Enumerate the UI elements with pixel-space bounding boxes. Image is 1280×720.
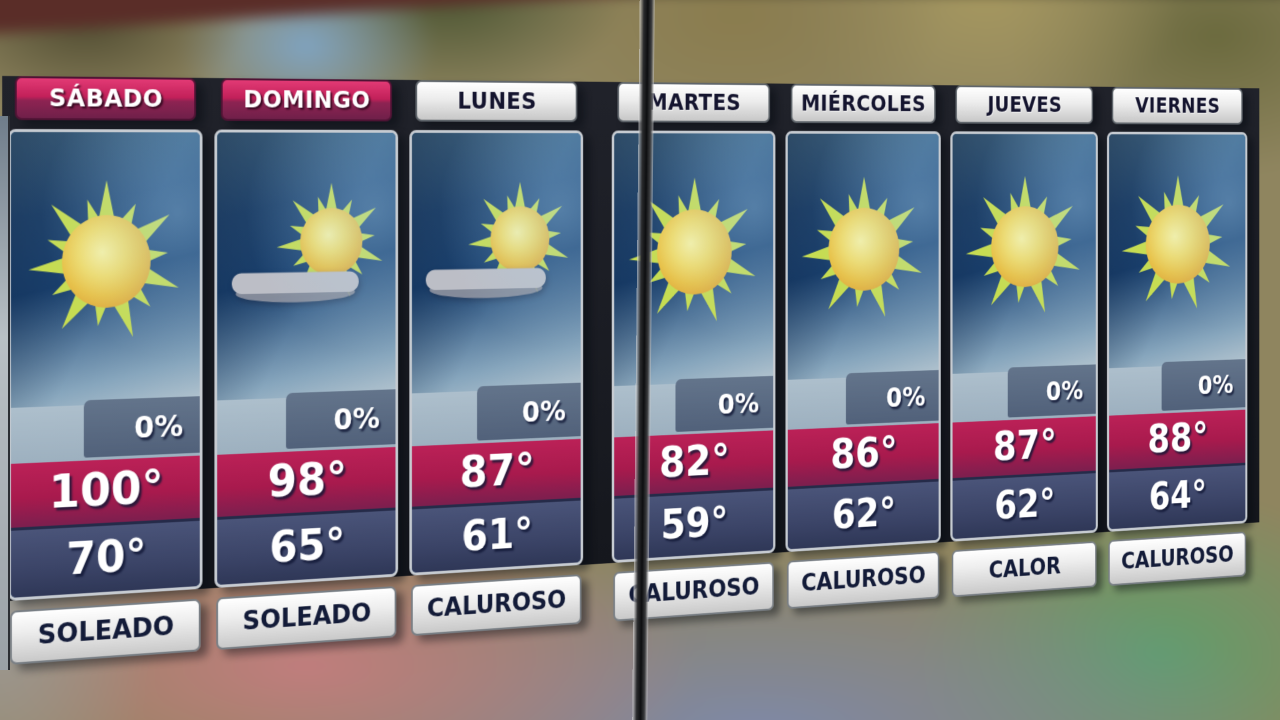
low-temp: 61°: [411, 497, 581, 573]
precip-value: 0%: [134, 408, 184, 446]
video-wall-left-edge: [0, 116, 10, 670]
high-temp: 88°: [1109, 409, 1246, 470]
day-tab: MIÉRCOLES: [790, 83, 936, 124]
day-tab: SÁBADO: [14, 76, 197, 121]
precip-row: 0%: [411, 382, 581, 447]
sun-icon: [1117, 175, 1237, 324]
forecast-card: 0% 98° 65°: [214, 129, 399, 589]
sky-panel: [10, 132, 200, 408]
precip-row: 0%: [952, 364, 1096, 423]
precip-row: 0%: [10, 396, 200, 464]
condition-label: CALUROSO: [787, 551, 940, 610]
forecast-card: 0% 82° 59°: [611, 130, 776, 564]
precip-row: 0%: [787, 370, 939, 430]
sky-panel: [411, 132, 581, 394]
precip-value: 0%: [886, 380, 926, 415]
condition-label: CALUROSO: [411, 574, 582, 637]
forecast-column-3: LUNES: [409, 80, 584, 639]
sky-panel: [217, 132, 396, 401]
sun-cloud-icon: [414, 181, 575, 333]
sun-icon: [23, 180, 189, 355]
sky-panel: [1109, 134, 1246, 369]
day-tab: VIERNES: [1111, 86, 1243, 125]
sky-panel: [614, 133, 774, 387]
high-temp: 86°: [787, 423, 939, 487]
high-temp: 87°: [952, 416, 1096, 479]
sky-panel: [952, 133, 1096, 374]
low-temp: 62°: [787, 478, 939, 550]
low-temp: 64°: [1109, 462, 1246, 530]
precip-row: 0%: [1109, 359, 1246, 416]
condition-label: CALOR: [951, 541, 1097, 598]
forecast-column-1: SÁBADO: [8, 76, 203, 668]
high-temp: 87°: [411, 438, 581, 507]
forecast-column-2: DOMINGO: [214, 78, 399, 653]
forecast-card: 0% 87° 62°: [950, 131, 1098, 542]
sky-panel: [787, 133, 939, 380]
high-temp: 100°: [10, 455, 200, 528]
forecast-board: SÁBADO: [2, 75, 1260, 668]
forecast-column-4: MARTES: [611, 81, 776, 624]
sun-cloud-icon: [220, 182, 390, 338]
sun-icon: [961, 176, 1087, 327]
background-roofline: [0, 0, 658, 40]
day-tab: LUNES: [415, 80, 578, 123]
low-temp: 70°: [10, 517, 200, 598]
condition-label: SOLEADO: [9, 598, 201, 665]
high-temp: 98°: [217, 446, 396, 517]
forecast-card: 0% 88° 64°: [1106, 131, 1248, 532]
low-temp: 62°: [952, 470, 1096, 539]
condition-label: CALUROSO: [1108, 531, 1247, 587]
forecast-card: 0% 86° 62°: [785, 130, 941, 553]
forecast-column-7: VIERNES: [1106, 86, 1248, 589]
day-tab: JUEVES: [955, 85, 1094, 125]
precip-value: 0%: [333, 401, 380, 438]
precip-row: 0%: [217, 389, 396, 455]
day-tab: DOMINGO: [220, 78, 393, 122]
forecast-column-5: MIÉRCOLES: [785, 83, 941, 612]
precip-value: 0%: [1045, 375, 1084, 408]
precip-value: 0%: [522, 394, 566, 430]
condition-label: SOLEADO: [216, 586, 397, 651]
forecast-card: 0% 100° 70°: [8, 129, 203, 601]
precip-value: 0%: [1197, 369, 1234, 401]
low-temp: 65°: [217, 507, 396, 585]
sun-icon: [797, 176, 930, 332]
forecast-column-6: JUEVES: [950, 85, 1098, 600]
forecast-card: 0% 87° 61°: [409, 130, 584, 576]
